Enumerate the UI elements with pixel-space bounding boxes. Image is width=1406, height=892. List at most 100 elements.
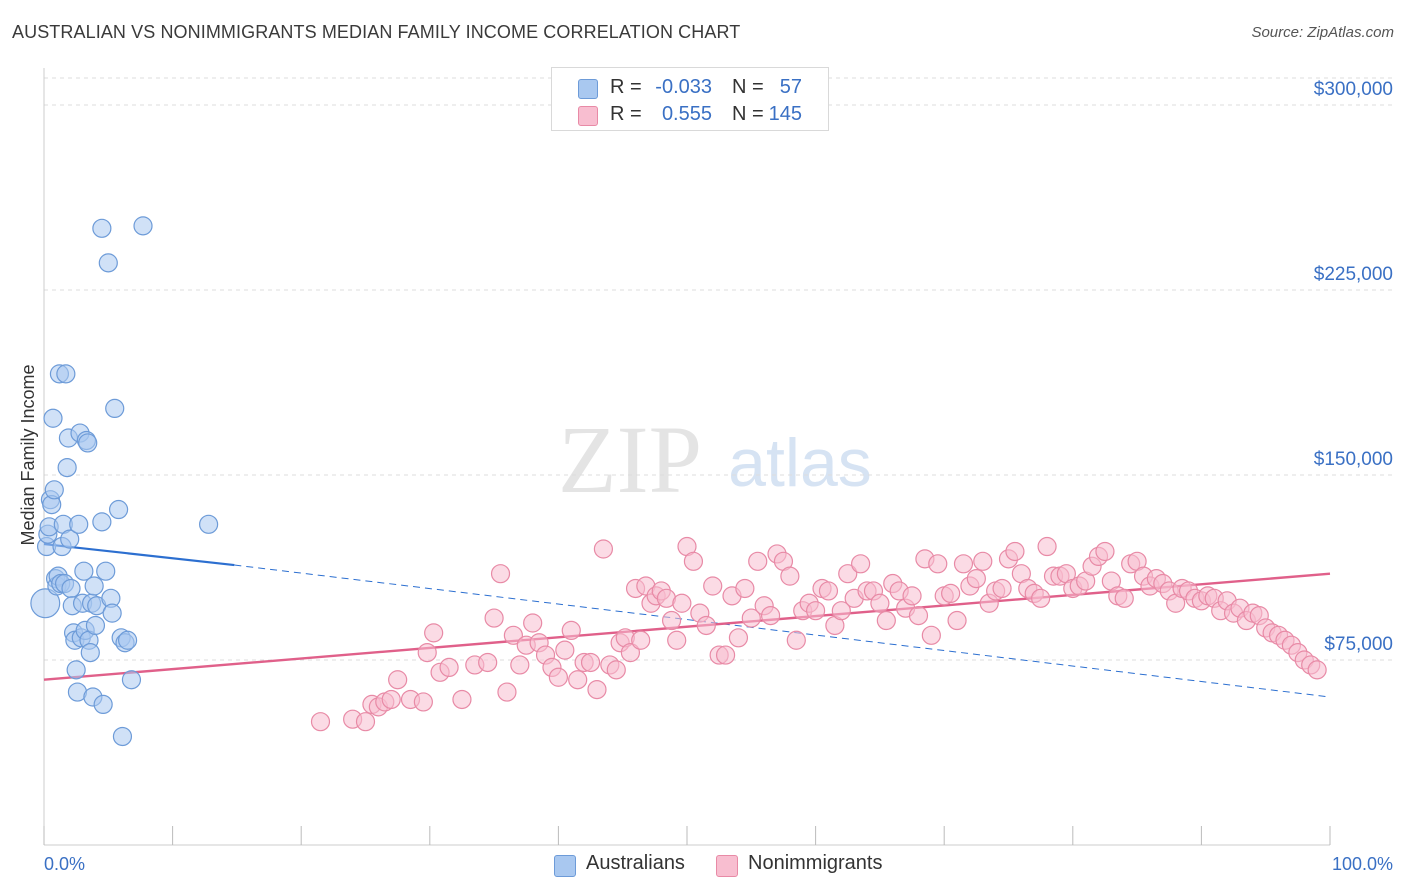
nonimmigrant-point bbox=[748, 551, 768, 571]
legend-row-nonimmigrants: R = 0.555 N = 145 bbox=[552, 101, 828, 129]
nonimmigrant-point bbox=[381, 689, 401, 710]
australian-point bbox=[105, 398, 125, 418]
nonimmigrant-point bbox=[497, 682, 517, 702]
nonimmigrant-point bbox=[568, 670, 588, 690]
nonimmigrant-point bbox=[388, 670, 408, 690]
nonimmigrant-point bbox=[503, 625, 523, 645]
nonimmigrant-point bbox=[439, 657, 459, 678]
nonimmigrant-point bbox=[490, 564, 511, 584]
australian-point bbox=[84, 576, 104, 596]
nonimmigrant-point bbox=[561, 620, 581, 641]
nonimmigrant-point bbox=[523, 613, 543, 633]
x-tick-label-left: 0.0% bbox=[44, 854, 85, 874]
nonimmigrant-point bbox=[715, 645, 736, 665]
nonimmigrant-point bbox=[966, 568, 986, 589]
axes bbox=[43, 68, 1331, 846]
nonimmigrant-point bbox=[941, 583, 961, 604]
australian-point bbox=[102, 603, 122, 623]
nonimmigrant-point bbox=[902, 586, 922, 606]
nonimmigrant-point bbox=[555, 640, 575, 660]
watermark-atlas: atlas bbox=[728, 425, 872, 501]
nonimmigrant-point bbox=[728, 628, 749, 648]
nonimmigrant-point bbox=[667, 630, 687, 650]
nonimmigrant-point bbox=[741, 608, 761, 628]
nonimmigrant-point bbox=[992, 578, 1012, 599]
nonimmigrant-point bbox=[484, 608, 504, 628]
nonimmigrant-point bbox=[593, 539, 614, 559]
nonimmigrant-point bbox=[310, 712, 331, 732]
nonimmigrant-point bbox=[606, 660, 626, 680]
legend-row-australians: R = -0.033 N = 57 bbox=[552, 74, 828, 102]
australian-point bbox=[96, 561, 116, 581]
nonimmigrants-trend-line bbox=[43, 572, 1331, 681]
australian-point bbox=[44, 480, 64, 500]
australian-point bbox=[93, 694, 113, 715]
nonimmigrant-point bbox=[973, 551, 993, 571]
nonimmigrant-point bbox=[838, 564, 858, 584]
australian-point bbox=[92, 512, 112, 532]
y-tick-label: $225,000 bbox=[1314, 264, 1393, 285]
source-label: Source: ZipAtlas.com bbox=[1251, 24, 1394, 41]
nonimmigrant-point bbox=[355, 712, 376, 732]
nonimmigrant-point bbox=[417, 642, 437, 663]
nonimmigrant-point bbox=[921, 625, 941, 645]
y-tick-labels: $75,000 $150,000 $225,000 $300,000 bbox=[1314, 79, 1393, 655]
legend-n-value: 145 bbox=[768, 103, 802, 125]
nonimmigrant-point bbox=[452, 689, 472, 710]
watermark: ZIP atlas bbox=[558, 406, 872, 513]
australian-point bbox=[133, 216, 153, 236]
nonimmigrant-point bbox=[805, 601, 826, 621]
nonimmigrant-point bbox=[780, 566, 800, 586]
australian-point bbox=[69, 514, 89, 534]
nonimmigrant-point bbox=[580, 652, 601, 673]
nonimmigrant-point bbox=[1031, 588, 1051, 608]
australian-point bbox=[80, 642, 100, 663]
nonimmigrant-point bbox=[876, 610, 896, 631]
nonimmigrant-point bbox=[1307, 660, 1327, 680]
australian-point bbox=[121, 670, 142, 690]
nonimmigrant-point bbox=[831, 601, 851, 621]
nonimmigrant-point bbox=[424, 623, 444, 643]
nonimmigrant-point bbox=[870, 593, 890, 613]
australians-trend-extension bbox=[234, 564, 1331, 698]
nonimmigrant-point bbox=[1114, 588, 1134, 608]
nonimmigrant-point bbox=[413, 692, 433, 712]
data-points bbox=[30, 216, 1327, 747]
y-tick-label: $75,000 bbox=[1324, 634, 1393, 655]
australian-point bbox=[74, 561, 94, 581]
australian-point bbox=[98, 253, 118, 273]
legend-n-label: N = bbox=[732, 103, 764, 125]
nonimmigrant-point bbox=[478, 652, 498, 673]
y-axis-label: Median Family Income bbox=[18, 364, 38, 545]
bottom-legend-label-australians: Australians bbox=[586, 852, 685, 874]
nonimmigrant-point bbox=[1005, 541, 1025, 562]
nonimmigrant-point bbox=[760, 605, 781, 626]
legend-r-value: 0.555 bbox=[661, 103, 712, 125]
nonimmigrant-point bbox=[672, 593, 692, 613]
nonimmigrant-point bbox=[1037, 536, 1057, 557]
nonimmigrant-point bbox=[786, 630, 806, 650]
x-tick-label-right: 100.0% bbox=[1332, 854, 1393, 874]
legend-n-label: N = bbox=[732, 76, 764, 98]
australian-point bbox=[30, 588, 61, 619]
legend-n-value: 57 bbox=[779, 76, 802, 98]
nonimmigrant-point bbox=[851, 554, 871, 574]
nonimmigrant-point bbox=[661, 610, 682, 631]
nonimmigrant-point bbox=[587, 679, 607, 700]
nonimmigrant-point bbox=[631, 630, 651, 650]
australian-point bbox=[57, 458, 77, 478]
legend-r-value: -0.033 bbox=[655, 76, 712, 98]
nonimmigrant-point bbox=[683, 551, 704, 571]
nonimmigrant-point bbox=[953, 554, 974, 574]
legend-r-label: R = bbox=[610, 76, 642, 98]
australian-point bbox=[61, 578, 81, 599]
australian-point bbox=[78, 433, 98, 453]
grid-lines bbox=[44, 77, 1393, 661]
correlation-legend: R = -0.033 N = 57 R = 0.555 N = 145 bbox=[551, 67, 829, 131]
nonimmigrant-point bbox=[548, 667, 569, 687]
bottom-legend-swatch-australians bbox=[554, 855, 576, 877]
nonimmigrant-point bbox=[908, 605, 929, 626]
nonimmigrant-point bbox=[1095, 541, 1115, 562]
legend-swatch-nonimmigrants bbox=[578, 106, 598, 126]
